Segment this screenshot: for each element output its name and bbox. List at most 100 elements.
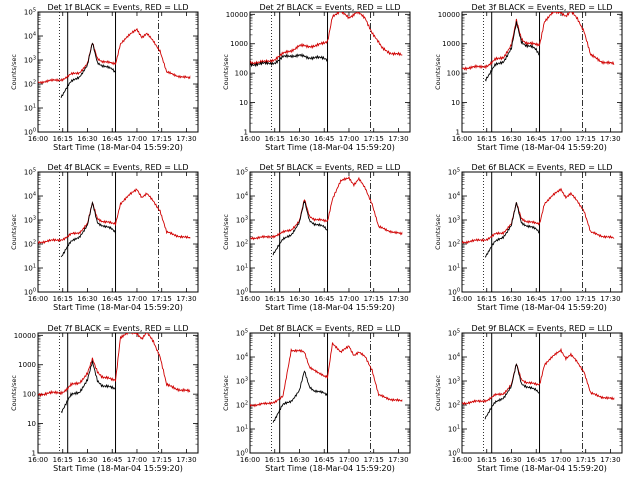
y-tick-label: 105	[24, 168, 36, 177]
panel-title: Det 8f BLACK = Events, RED = LLD	[259, 324, 400, 333]
x-tick-label: 17:00	[127, 295, 147, 303]
x-axis-label: Start Time (18-Mar-04 15:59:20)	[265, 464, 395, 473]
events-series-line	[484, 363, 540, 420]
y-tick-label: 10	[27, 420, 36, 428]
y-tick-label: 104	[236, 353, 248, 362]
lld-series-line	[250, 12, 403, 66]
x-tick-label: 16:30	[77, 135, 97, 143]
y-tick-label: 10000	[438, 11, 460, 19]
y-tick-label: 100	[448, 288, 460, 297]
x-axis-label: Start Time (18-Mar-04 15:59:20)	[53, 464, 183, 473]
lld-series-line	[462, 12, 615, 72]
x-tick-label: 16:15	[477, 295, 497, 303]
x-tick-label: 17:30	[176, 456, 196, 464]
y-tick-label: 100	[23, 391, 36, 399]
y-tick-label: 1000	[18, 361, 36, 369]
x-tick-label: 16:15	[53, 456, 73, 464]
y-tick-label: 105	[448, 329, 460, 338]
y-axis-label: Counts/sec	[10, 214, 18, 250]
y-tick-label: 104	[448, 192, 460, 201]
lld-series-line	[462, 347, 615, 406]
y-tick-label: 102	[448, 240, 460, 249]
x-tick-label: 16:00	[240, 295, 260, 303]
y-tick-label: 100	[24, 288, 36, 297]
y-tick-label: 101	[24, 104, 36, 113]
x-axis-label: Start Time (18-Mar-04 15:59:20)	[53, 143, 183, 152]
y-tick-label: 1000	[230, 40, 248, 48]
x-tick-label: 16:45	[314, 135, 334, 143]
y-tick-label: 103	[24, 56, 36, 65]
lld-series-line	[250, 175, 403, 241]
x-tick-label: 16:45	[526, 135, 546, 143]
x-tick-label: 16:15	[53, 135, 73, 143]
events-series-line	[60, 360, 116, 414]
y-axis-label: Counts/sec	[222, 375, 230, 411]
panel-9: Det 9f BLACK = Events, RED = LLD 16:00 16:…	[434, 324, 623, 473]
x-tick-label: 16:15	[53, 295, 73, 303]
panel-2: Det 2f BLACK = Events, RED = LLD 16:00 16:…	[222, 3, 411, 152]
x-tick-label: 17:00	[551, 295, 571, 303]
panel-3: Det 3f BLACK = Events, RED = LLD 16:00 16:…	[434, 3, 623, 152]
x-tick-label: 17:15	[152, 456, 172, 464]
x-tick-label: 17:15	[364, 456, 384, 464]
x-tick-label: 16:00	[452, 295, 472, 303]
x-tick-label: 16:30	[501, 295, 521, 303]
panel-title: Det 2f BLACK = Events, RED = LLD	[259, 3, 400, 12]
x-tick-label: 16:00	[240, 456, 260, 464]
y-tick-label: 103	[448, 216, 460, 225]
y-tick-label: 103	[236, 216, 248, 225]
x-tick-label: 16:15	[477, 456, 497, 464]
x-tick-label: 16:45	[314, 295, 334, 303]
y-tick-label: 102	[236, 240, 248, 249]
y-tick-label: 102	[24, 80, 36, 89]
x-tick-label: 17:00	[127, 135, 147, 143]
y-tick-label: 103	[24, 216, 36, 225]
x-tick-label: 17:30	[176, 135, 196, 143]
plot-frame	[249, 171, 411, 293]
y-tick-label: 101	[448, 425, 460, 434]
x-tick-label: 17:00	[551, 456, 571, 464]
x-tick-label: 16:15	[265, 295, 285, 303]
x-tick-label: 16:45	[102, 135, 122, 143]
panel-4: Det 4f BLACK = Events, RED = LLD 16:00 16:…	[10, 163, 199, 312]
y-tick-label: 100	[448, 449, 460, 458]
panel-title: Det 4f BLACK = Events, RED = LLD	[47, 163, 188, 172]
lld-series-line	[38, 333, 191, 398]
y-axis-label: Counts/sec	[10, 375, 18, 411]
y-tick-label: 102	[236, 401, 248, 410]
plot-frame	[249, 11, 411, 133]
panel-title: Det 6f BLACK = Events, RED = LLD	[471, 163, 612, 172]
y-axis-label: Counts/sec	[222, 214, 230, 250]
x-tick-label: 17:15	[576, 456, 596, 464]
x-tick-label: 16:45	[526, 295, 546, 303]
y-tick-label: 101	[448, 264, 460, 273]
y-tick-label: 100	[447, 70, 460, 78]
x-tick-label: 17:00	[339, 456, 359, 464]
x-tick-label: 17:15	[152, 295, 172, 303]
panel-8: Det 8f BLACK = Events, RED = LLD 16:00 16:…	[222, 324, 411, 473]
x-tick-label: 17:30	[600, 295, 620, 303]
y-tick-label: 10000	[14, 332, 36, 340]
y-tick-label: 105	[236, 168, 248, 177]
y-tick-label: 102	[24, 240, 36, 249]
y-tick-label: 10	[239, 99, 248, 107]
x-axis-label: Start Time (18-Mar-04 15:59:20)	[265, 303, 395, 312]
y-tick-label: 104	[236, 192, 248, 201]
x-tick-label: 17:30	[600, 456, 620, 464]
panel-5: Det 5f BLACK = Events, RED = LLD 16:00 16:…	[222, 163, 411, 312]
x-tick-label: 16:15	[265, 135, 285, 143]
events-series-line	[272, 200, 328, 256]
x-tick-label: 17:00	[339, 295, 359, 303]
y-tick-label: 101	[236, 264, 248, 273]
plot-frame	[37, 332, 199, 454]
x-tick-label: 16:30	[501, 135, 521, 143]
y-tick-label: 102	[448, 401, 460, 410]
x-tick-label: 17:15	[576, 295, 596, 303]
x-tick-label: 16:30	[289, 456, 309, 464]
y-tick-label: 100	[236, 288, 248, 297]
y-tick-label: 1	[456, 129, 460, 137]
events-series-line	[60, 42, 116, 99]
events-series-line	[60, 200, 116, 258]
y-tick-label: 103	[236, 377, 248, 386]
